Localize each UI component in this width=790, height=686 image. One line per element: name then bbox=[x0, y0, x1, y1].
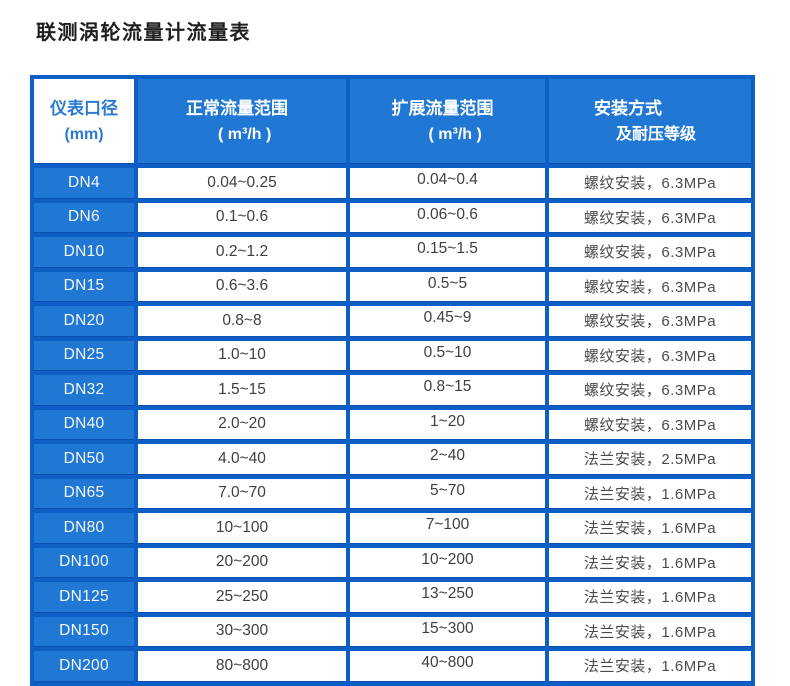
table-row: DN125 25~250 13~250 法兰安装，1.6MPa bbox=[34, 582, 751, 613]
normal-range-cell: 0.1~0.6 bbox=[138, 202, 346, 233]
header-normal-range-text: 正常流量范围 ( m³/h ) bbox=[186, 95, 288, 148]
table-row: DN32 1.5~15 0.8~15 螺纹安装，6.3MPa bbox=[34, 375, 751, 406]
header-diameter-line2: (mm) bbox=[64, 125, 104, 143]
table-row: DN6 0.1~0.6 0.06~0.6 螺纹安装，6.3MPa bbox=[34, 202, 751, 233]
installation-cell: 法兰安装，1.6MPa bbox=[549, 582, 751, 613]
dn-cell: DN15 bbox=[34, 271, 134, 302]
dn-cell: DN4 bbox=[34, 168, 134, 199]
normal-range-cell: 10~100 bbox=[138, 513, 346, 544]
dn-cell: DN200 bbox=[34, 651, 134, 682]
table-row: DN100 20~200 10~200 法兰安装，1.6MPa bbox=[34, 547, 751, 578]
header-row: 仪表口径 (mm) 正常流量范围 ( m³/h ) 扩展流量范围 ( m³/h … bbox=[34, 79, 751, 164]
table-row: DN10 0.2~1.2 0.15~1.5 螺纹安装，6.3MPa bbox=[34, 237, 751, 268]
table-row: DN4 0.04~0.25 0.04~0.4 螺纹安装，6.3MPa bbox=[34, 168, 751, 199]
dn-cell: DN100 bbox=[34, 547, 134, 578]
table-row: DN200 80~800 40~800 法兰安装，1.6MPa bbox=[34, 651, 751, 682]
header-extended-range-line1: 扩展流量范围 bbox=[391, 98, 494, 118]
normal-range-cell: 25~250 bbox=[138, 582, 346, 613]
header-normal-range-line1: 正常流量范围 bbox=[186, 98, 288, 118]
normal-range-cell: 0.2~1.2 bbox=[138, 237, 346, 268]
extended-range-cell: 13~250 bbox=[350, 582, 545, 613]
dn-cell: DN40 bbox=[34, 409, 134, 440]
normal-range-cell: 1.0~10 bbox=[138, 340, 346, 371]
extended-range-cell: 40~800 bbox=[350, 651, 545, 682]
table-header: 仪表口径 (mm) 正常流量范围 ( m³/h ) 扩展流量范围 ( m³/h … bbox=[34, 79, 751, 164]
extended-range-cell: 0.5~10 bbox=[350, 340, 545, 371]
normal-range-cell: 1.5~15 bbox=[138, 375, 346, 406]
extended-range-cell: 0.5~5 bbox=[350, 271, 545, 302]
extended-range-cell: 15~300 bbox=[350, 616, 545, 647]
extended-range-cell: 2~40 bbox=[350, 444, 545, 475]
table-row: DN50 4.0~40 2~40 法兰安装，2.5MPa bbox=[34, 444, 751, 475]
flow-meter-spec-table: 仪表口径 (mm) 正常流量范围 ( m³/h ) 扩展流量范围 ( m³/h … bbox=[30, 75, 755, 686]
extended-range-cell: 0.04~0.4 bbox=[350, 168, 545, 199]
normal-range-cell: 30~300 bbox=[138, 616, 346, 647]
header-extended-range-line2: ( m³/h ) bbox=[428, 125, 482, 143]
table-row: DN150 30~300 15~300 法兰安装，1.6MPa bbox=[34, 616, 751, 647]
dn-cell: DN10 bbox=[34, 237, 134, 268]
normal-range-cell: 0.6~3.6 bbox=[138, 271, 346, 302]
table-row: DN80 10~100 7~100 法兰安装，1.6MPa bbox=[34, 513, 751, 544]
dn-cell: DN50 bbox=[34, 444, 134, 475]
extended-range-cell: 7~100 bbox=[350, 513, 545, 544]
table-row: DN25 1.0~10 0.5~10 螺纹安装，6.3MPa bbox=[34, 340, 751, 371]
normal-range-cell: 4.0~40 bbox=[138, 444, 346, 475]
installation-cell: 螺纹安装，6.3MPa bbox=[549, 409, 751, 440]
installation-cell: 螺纹安装，6.3MPa bbox=[549, 340, 751, 371]
table-row: DN65 7.0~70 5~70 法兰安装，1.6MPa bbox=[34, 478, 751, 509]
extended-range-cell: 10~200 bbox=[350, 547, 545, 578]
installation-cell: 法兰安装，1.6MPa bbox=[549, 478, 751, 509]
installation-cell: 法兰安装，1.6MPa bbox=[549, 651, 751, 682]
extended-range-cell: 0.06~0.6 bbox=[350, 202, 545, 233]
dn-cell: DN150 bbox=[34, 616, 134, 647]
normal-range-cell: 0.04~0.25 bbox=[138, 168, 346, 199]
installation-cell: 螺纹安装，6.3MPa bbox=[549, 306, 751, 337]
installation-cell: 螺纹安装，6.3MPa bbox=[549, 237, 751, 268]
dn-cell: DN20 bbox=[34, 306, 134, 337]
header-installation-text: 安装方式 及耐压等级 bbox=[594, 95, 696, 148]
table-row: DN15 0.6~3.6 0.5~5 螺纹安装，6.3MPa bbox=[34, 271, 751, 302]
dn-cell: DN80 bbox=[34, 513, 134, 544]
extended-range-cell: 0.8~15 bbox=[350, 375, 545, 406]
header-cell-installation: 安装方式 及耐压等级 bbox=[549, 79, 751, 164]
header-cell-extended-range: 扩展流量范围 ( m³/h ) bbox=[350, 79, 545, 164]
header-diameter-text: 仪表口径 (mm) bbox=[50, 95, 118, 148]
installation-cell: 螺纹安装，6.3MPa bbox=[549, 271, 751, 302]
table-row: DN20 0.8~8 0.45~9 螺纹安装，6.3MPa bbox=[34, 306, 751, 337]
extended-range-cell: 5~70 bbox=[350, 478, 545, 509]
table-row: DN40 2.0~20 1~20 螺纹安装，6.3MPa bbox=[34, 409, 751, 440]
extended-range-cell: 0.45~9 bbox=[350, 306, 545, 337]
installation-cell: 螺纹安装，6.3MPa bbox=[549, 168, 751, 199]
installation-cell: 法兰安装，1.6MPa bbox=[549, 513, 751, 544]
header-diameter-line1: 仪表口径 bbox=[50, 98, 118, 118]
normal-range-cell: 0.8~8 bbox=[138, 306, 346, 337]
normal-range-cell: 20~200 bbox=[138, 547, 346, 578]
installation-cell: 法兰安装，1.6MPa bbox=[549, 547, 751, 578]
header-cell-normal-range: 正常流量范围 ( m³/h ) bbox=[138, 79, 346, 164]
header-cell-diameter: 仪表口径 (mm) bbox=[34, 79, 134, 164]
extended-range-cell: 1~20 bbox=[350, 409, 545, 440]
installation-cell: 螺纹安装，6.3MPa bbox=[549, 375, 751, 406]
header-normal-range-line2: ( m³/h ) bbox=[218, 125, 272, 143]
normal-range-cell: 80~800 bbox=[138, 651, 346, 682]
installation-cell: 法兰安装，2.5MPa bbox=[549, 444, 751, 475]
dn-cell: DN125 bbox=[34, 582, 134, 613]
table-body: DN4 0.04~0.25 0.04~0.4 螺纹安装，6.3MPa DN6 0… bbox=[34, 168, 751, 682]
header-installation-line2: 及耐压等级 bbox=[615, 125, 696, 143]
dn-cell: DN6 bbox=[34, 202, 134, 233]
dn-cell: DN32 bbox=[34, 375, 134, 406]
extended-range-cell: 0.15~1.5 bbox=[350, 237, 545, 268]
header-installation-line1: 安装方式 bbox=[593, 98, 662, 118]
dn-cell: DN65 bbox=[34, 478, 134, 509]
header-extended-range-text: 扩展流量范围 ( m³/h ) bbox=[392, 95, 494, 148]
dn-cell: DN25 bbox=[34, 340, 134, 371]
normal-range-cell: 2.0~20 bbox=[138, 409, 346, 440]
installation-cell: 法兰安装，1.6MPa bbox=[549, 616, 751, 647]
page-title: 联测涡轮流量计流量表 bbox=[36, 22, 251, 44]
normal-range-cell: 7.0~70 bbox=[138, 478, 346, 509]
installation-cell: 螺纹安装，6.3MPa bbox=[549, 202, 751, 233]
